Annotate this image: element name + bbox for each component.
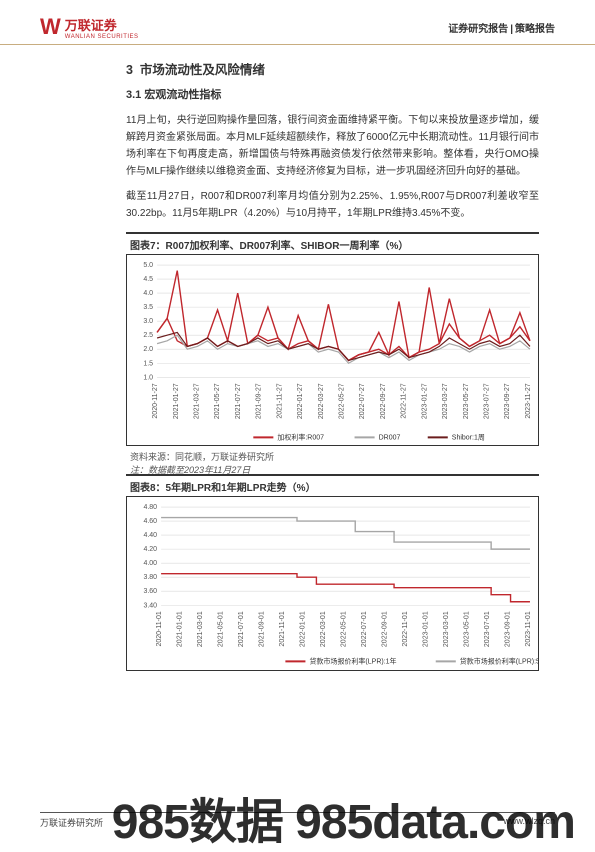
svg-text:2023-01-01: 2023-01-01 bbox=[423, 612, 430, 648]
svg-text:2020-11-27: 2020-11-27 bbox=[152, 383, 159, 418]
svg-text:2023-01-27: 2023-01-27 bbox=[421, 383, 428, 419]
section-title: 3 市场流动性及风险情绪 bbox=[126, 59, 539, 78]
svg-text:2023-09-01: 2023-09-01 bbox=[504, 612, 511, 648]
chart8-frame: 3.40 3.60 3.80 4.00 4.20 4.40 4.60 4.80 2020-11-… bbox=[126, 496, 539, 670]
subsection-name: 宏观流动性指标 bbox=[144, 89, 221, 101]
chart8-title: 图表8：5年期LPR和1年期LPR走势（%） bbox=[126, 474, 539, 496]
svg-text:2021-03-01: 2021-03-01 bbox=[197, 612, 204, 648]
paragraph-1: 11月上旬，央行逆回购操作量回落，银行间资金面维持紧平衡。下旬以来投放量逐步增加… bbox=[126, 112, 539, 180]
svg-text:2022-09-27: 2022-09-27 bbox=[380, 383, 387, 419]
svg-text:4.60: 4.60 bbox=[143, 519, 157, 526]
svg-text:2.5: 2.5 bbox=[143, 332, 153, 339]
chart7-frame: 1.0 1.5 2.0 2.5 3.0 3.5 4.0 4.5 5.0 2020-11-27 202… bbox=[126, 254, 539, 446]
svg-text:Shibor:1周: Shibor:1周 bbox=[452, 433, 485, 441]
chart7-block: 图表7：R007加权利率、DR007利率、SHIBOR一周利率（%） 1.01.… bbox=[126, 232, 539, 478]
header-doc-type: 证券研究报告 bbox=[448, 24, 508, 35]
svg-text:2022-05-27: 2022-05-27 bbox=[339, 383, 346, 419]
svg-text:2021-07-01: 2021-07-01 bbox=[238, 612, 245, 648]
svg-text:加权利率:R007: 加权利率:R007 bbox=[277, 432, 324, 441]
svg-text:4.40: 4.40 bbox=[143, 533, 157, 540]
svg-text:3.40: 3.40 bbox=[143, 603, 157, 610]
svg-text:4.80: 4.80 bbox=[143, 504, 157, 511]
svg-text:3.60: 3.60 bbox=[143, 589, 157, 596]
svg-text:2021-01-01: 2021-01-01 bbox=[177, 612, 184, 648]
header-report-type: 策略报告 bbox=[515, 24, 555, 35]
footer-url: www.wlzq.cn bbox=[503, 816, 555, 829]
section-num: 3 bbox=[126, 63, 133, 77]
svg-text:2023-03-27: 2023-03-27 bbox=[442, 383, 449, 419]
svg-text:4.00: 4.00 bbox=[143, 561, 157, 568]
subsection-num: 3.1 bbox=[126, 89, 141, 101]
svg-text:2023-03-01: 2023-03-01 bbox=[443, 612, 450, 648]
svg-text:4.20: 4.20 bbox=[143, 547, 157, 554]
svg-text:2023-07-27: 2023-07-27 bbox=[484, 383, 491, 419]
svg-text:2021-07-27: 2021-07-27 bbox=[235, 383, 242, 419]
svg-text:2023-07-01: 2023-07-01 bbox=[484, 612, 491, 648]
svg-text:2022-11-27: 2022-11-27 bbox=[401, 383, 408, 418]
header-right: 证券研究报告|策略报告 bbox=[448, 20, 555, 35]
page-footer: 万联证券研究所 www.wlzq.cn bbox=[40, 812, 555, 829]
svg-text:2.0: 2.0 bbox=[143, 346, 153, 353]
svg-text:2021-03-27: 2021-03-27 bbox=[194, 383, 201, 419]
svg-text:2022-03-27: 2022-03-27 bbox=[318, 383, 325, 419]
svg-text:3.80: 3.80 bbox=[143, 575, 157, 582]
chart8-block: 图表8：5年期LPR和1年期LPR走势（%） 3.40 3.60 3.80 4.00 4… bbox=[126, 474, 539, 670]
svg-text:2021-09-01: 2021-09-01 bbox=[259, 612, 266, 648]
content: 3 市场流动性及风险情绪 3.1 宏观流动性指标 11月上旬，央行逆回购操作量回… bbox=[0, 45, 595, 671]
svg-text:2020-11-01: 2020-11-01 bbox=[156, 612, 163, 647]
svg-text:2023-05-27: 2023-05-27 bbox=[463, 383, 470, 419]
logo-mark-icon: W bbox=[40, 14, 61, 40]
subsection-title: 3.1 宏观流动性指标 bbox=[126, 86, 539, 102]
svg-text:1.0: 1.0 bbox=[143, 374, 153, 381]
svg-text:5.0: 5.0 bbox=[143, 262, 153, 269]
svg-text:3.0: 3.0 bbox=[143, 318, 153, 325]
chart7-svg: 1.0 1.5 2.0 2.5 3.0 3.5 4.0 4.5 5.0 2020-11-27 202… bbox=[127, 255, 538, 445]
chart7-title: 图表7：R007加权利率、DR007利率、SHIBOR一周利率（%） bbox=[126, 232, 539, 254]
footer-left: 万联证券研究所 bbox=[40, 816, 103, 829]
svg-text:2022-07-27: 2022-07-27 bbox=[359, 383, 366, 419]
page-header: W 万联证券 WANLIAN SECURITIES 证券研究报告|策略报告 bbox=[0, 0, 595, 45]
svg-text:2022-07-01: 2022-07-01 bbox=[361, 612, 368, 648]
svg-text:2021-11-01: 2021-11-01 bbox=[279, 612, 286, 647]
svg-text:2022-01-27: 2022-01-27 bbox=[297, 383, 304, 419]
svg-text:贷款市场报价利率(LPR):5年: 贷款市场报价利率(LPR):5年 bbox=[460, 657, 538, 666]
logo-text-cn: 万联证券 bbox=[65, 18, 117, 33]
svg-text:DR007: DR007 bbox=[379, 434, 401, 441]
svg-text:4.0: 4.0 bbox=[143, 290, 153, 297]
svg-text:贷款市场报价利率(LPR):1年: 贷款市场报价利率(LPR):1年 bbox=[309, 657, 396, 666]
svg-text:2021-11-27: 2021-11-27 bbox=[276, 383, 283, 418]
paragraph-2: 截至11月27日，R007和DR007利率月均值分别为2.25%、1.95%,R… bbox=[126, 188, 539, 222]
svg-text:2022-11-01: 2022-11-01 bbox=[402, 612, 409, 647]
chart7-source: 资料来源：同花顺，万联证券研究所 bbox=[130, 450, 535, 463]
svg-text:2021-05-27: 2021-05-27 bbox=[214, 383, 221, 419]
svg-text:2023-05-01: 2023-05-01 bbox=[463, 612, 470, 648]
svg-text:2023-11-01: 2023-11-01 bbox=[525, 612, 532, 647]
svg-text:1.5: 1.5 bbox=[143, 360, 153, 367]
logo-text-en: WANLIAN SECURITIES bbox=[65, 34, 139, 40]
svg-text:4.5: 4.5 bbox=[143, 276, 153, 283]
svg-text:2021-05-01: 2021-05-01 bbox=[218, 612, 225, 648]
svg-text:2023-11-27: 2023-11-27 bbox=[525, 383, 532, 418]
section-name: 市场流动性及风险情绪 bbox=[140, 63, 265, 77]
svg-text:2021-01-27: 2021-01-27 bbox=[173, 383, 180, 419]
svg-text:2022-01-01: 2022-01-01 bbox=[300, 612, 307, 648]
svg-text:2022-09-01: 2022-09-01 bbox=[382, 612, 389, 648]
chart8-svg: 3.40 3.60 3.80 4.00 4.20 4.40 4.60 4.80 2020-11-… bbox=[127, 497, 538, 669]
svg-text:2022-05-01: 2022-05-01 bbox=[341, 612, 348, 648]
svg-text:2021-09-27: 2021-09-27 bbox=[256, 383, 263, 419]
svg-text:2022-03-01: 2022-03-01 bbox=[320, 612, 327, 648]
svg-text:2023-09-27: 2023-09-27 bbox=[504, 383, 511, 419]
svg-text:3.5: 3.5 bbox=[143, 304, 153, 311]
logo: W 万联证券 WANLIAN SECURITIES bbox=[40, 14, 139, 40]
